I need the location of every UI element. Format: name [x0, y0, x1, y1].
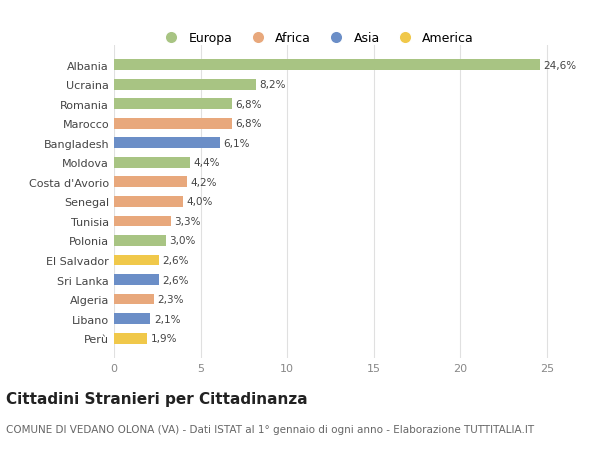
Bar — [114, 118, 232, 129]
Text: 6,8%: 6,8% — [235, 119, 262, 129]
Text: 8,2%: 8,2% — [259, 80, 286, 90]
Text: 6,1%: 6,1% — [223, 139, 250, 148]
Text: 6,8%: 6,8% — [235, 100, 262, 109]
Bar — [114, 255, 159, 266]
Text: Cittadini Stranieri per Cittadinanza: Cittadini Stranieri per Cittadinanza — [6, 391, 308, 406]
Bar — [114, 79, 256, 90]
Bar — [114, 60, 540, 71]
Text: 24,6%: 24,6% — [543, 61, 577, 70]
Bar — [114, 216, 171, 227]
Text: 3,3%: 3,3% — [175, 217, 201, 226]
Bar — [114, 235, 166, 246]
Bar — [114, 313, 151, 325]
Text: 4,0%: 4,0% — [187, 197, 213, 207]
Text: 2,6%: 2,6% — [163, 275, 189, 285]
Bar — [114, 196, 183, 207]
Text: 4,2%: 4,2% — [190, 178, 217, 187]
Bar — [114, 274, 159, 285]
Text: 4,4%: 4,4% — [194, 158, 220, 168]
Text: 2,1%: 2,1% — [154, 314, 181, 324]
Bar — [114, 157, 190, 168]
Text: 2,6%: 2,6% — [163, 256, 189, 265]
Text: 1,9%: 1,9% — [151, 334, 177, 343]
Bar — [114, 138, 220, 149]
Text: 2,3%: 2,3% — [157, 295, 184, 304]
Legend: Europa, Africa, Asia, America: Europa, Africa, Asia, America — [154, 27, 479, 50]
Bar — [114, 99, 232, 110]
Bar — [114, 294, 154, 305]
Text: 3,0%: 3,0% — [169, 236, 196, 246]
Bar — [114, 177, 187, 188]
Bar — [114, 333, 147, 344]
Text: COMUNE DI VEDANO OLONA (VA) - Dati ISTAT al 1° gennaio di ogni anno - Elaborazio: COMUNE DI VEDANO OLONA (VA) - Dati ISTAT… — [6, 424, 534, 434]
